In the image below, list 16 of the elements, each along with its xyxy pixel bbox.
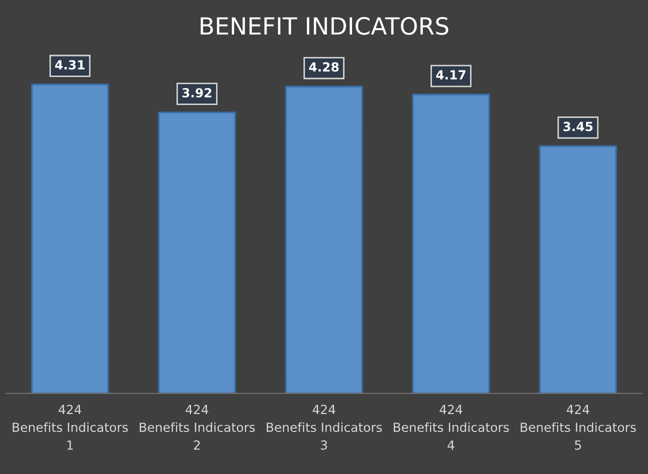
x-tick-label: 424 Benefits Indicators 4 [394,404,509,450]
x-tick-label: 424 Benefits Indicators 1 [12,404,128,450]
x-tick-label: 424 Benefits Indicators 3 [266,404,382,450]
bar [31,84,109,394]
bar [412,94,490,394]
x-tick-label: 424 Benefits Indicators 5 [520,404,636,450]
chart-title: BENEFIT INDICATORS [200,17,448,35]
data-label: 4.31 [55,60,85,70]
bar [539,145,617,394]
bar [158,112,236,394]
x-tick-label: 424 Benefits Indicators 2 [140,404,255,450]
data-label: 3.92 [182,88,212,98]
data-label: 4.17 [436,70,466,80]
bar [285,86,363,394]
data-label: 3.45 [563,122,593,132]
data-label: 4.28 [309,62,339,72]
